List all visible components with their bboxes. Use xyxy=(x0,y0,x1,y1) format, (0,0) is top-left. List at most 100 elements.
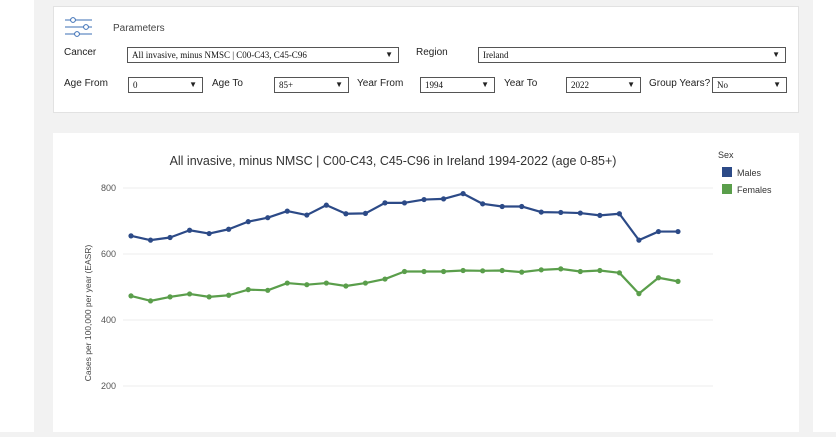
data-point[interactable] xyxy=(343,283,349,289)
data-point[interactable] xyxy=(597,267,603,274)
chevron-down-icon: ▼ xyxy=(189,80,197,89)
series-group xyxy=(128,191,681,304)
data-point[interactable] xyxy=(401,200,408,206)
data-point[interactable] xyxy=(597,212,603,218)
data-point[interactable] xyxy=(440,196,447,202)
region-select[interactable]: Ireland ▼ xyxy=(478,47,786,63)
data-point[interactable] xyxy=(558,266,564,272)
data-point[interactable] xyxy=(265,215,271,221)
region-select-value: Ireland xyxy=(483,50,509,60)
data-point[interactable] xyxy=(187,227,193,233)
data-point[interactable] xyxy=(226,292,232,298)
data-point[interactable] xyxy=(401,268,408,275)
data-point[interactable] xyxy=(382,276,388,282)
y-ticks: 200 400 600 800 xyxy=(101,183,116,391)
data-point[interactable] xyxy=(616,270,622,276)
group-years-select-value: No xyxy=(717,80,728,90)
data-point[interactable] xyxy=(284,280,290,286)
data-point[interactable] xyxy=(323,202,329,208)
group-years-label: Group Years? xyxy=(649,78,711,89)
data-point[interactable] xyxy=(519,269,525,275)
data-point[interactable] xyxy=(421,268,427,275)
data-point[interactable] xyxy=(304,282,310,288)
data-point[interactable] xyxy=(128,293,134,299)
y-tick-label: 200 xyxy=(101,381,116,391)
age-to-select[interactable]: 85+ ▼ xyxy=(274,77,349,93)
age-from-select[interactable]: 0 ▼ xyxy=(128,77,203,93)
data-point[interactable] xyxy=(538,267,544,273)
data-point[interactable] xyxy=(304,212,310,218)
series-males xyxy=(128,191,681,243)
data-point[interactable] xyxy=(538,209,544,215)
data-point[interactable] xyxy=(206,294,212,300)
data-point[interactable] xyxy=(128,233,134,239)
data-point[interactable] xyxy=(558,209,564,216)
data-point[interactable] xyxy=(519,203,525,210)
line-chart: All invasive, minus NMSC | C00-C43, C45-… xyxy=(83,150,772,391)
data-point[interactable] xyxy=(147,237,154,243)
data-point[interactable] xyxy=(499,267,505,274)
legend-swatch xyxy=(722,167,732,177)
data-point[interactable] xyxy=(245,287,251,293)
chart-title: All invasive, minus NMSC | C00-C43, C45-… xyxy=(170,154,617,168)
data-point[interactable] xyxy=(167,294,173,300)
chevron-down-icon: ▼ xyxy=(335,80,343,89)
year-to-select-value: 2022 xyxy=(571,80,589,90)
data-point[interactable] xyxy=(440,268,447,275)
data-point[interactable] xyxy=(577,268,583,275)
y-tick-label: 600 xyxy=(101,249,116,259)
region-label: Region xyxy=(416,47,448,58)
data-point[interactable] xyxy=(616,211,622,217)
data-point[interactable] xyxy=(343,211,349,217)
left-margin xyxy=(0,0,34,432)
data-point[interactable] xyxy=(187,291,193,297)
data-point[interactable] xyxy=(675,228,681,235)
data-point[interactable] xyxy=(245,219,251,225)
right-margin xyxy=(813,0,836,432)
data-point[interactable] xyxy=(480,268,486,274)
data-point[interactable] xyxy=(323,280,329,286)
legend: Males Females xyxy=(722,167,772,195)
year-from-select[interactable]: 1994 ▼ xyxy=(420,77,495,93)
legend-title: Sex xyxy=(718,150,734,160)
data-point[interactable] xyxy=(421,196,427,203)
sliders-icon[interactable] xyxy=(64,16,94,40)
data-point[interactable] xyxy=(382,200,388,206)
data-point[interactable] xyxy=(655,275,662,281)
data-point[interactable] xyxy=(655,228,662,235)
legend-label: Males xyxy=(737,168,762,178)
y-axis-label: Cases per 100,000 per year (EASR) xyxy=(83,245,93,382)
grid-lines xyxy=(123,187,713,387)
age-from-select-value: 0 xyxy=(133,80,138,90)
y-tick-label: 400 xyxy=(101,315,116,325)
parameters-panel: Parameters Cancer All invasive, minus NM… xyxy=(53,6,799,113)
year-to-select[interactable]: 2022 ▼ xyxy=(566,77,641,93)
data-point[interactable] xyxy=(499,203,505,210)
cancer-label: Cancer xyxy=(64,47,97,58)
data-point[interactable] xyxy=(265,287,271,293)
age-from-label: Age From xyxy=(64,78,108,89)
data-point[interactable] xyxy=(226,226,232,232)
data-point[interactable] xyxy=(167,234,173,241)
data-point[interactable] xyxy=(675,278,681,284)
chevron-down-icon: ▼ xyxy=(385,50,393,59)
data-point[interactable] xyxy=(636,237,642,243)
data-point[interactable] xyxy=(362,280,369,286)
data-point[interactable] xyxy=(460,191,466,197)
series-females xyxy=(128,266,681,304)
data-point[interactable] xyxy=(636,291,642,297)
cancer-select[interactable]: All invasive, minus NMSC | C00-C43, C45-… xyxy=(127,47,399,63)
data-point[interactable] xyxy=(362,210,369,217)
group-years-select[interactable]: No ▼ xyxy=(712,77,787,93)
legend-swatch xyxy=(722,184,732,194)
chart-card: All invasive, minus NMSC | C00-C43, C45-… xyxy=(53,133,799,432)
data-point[interactable] xyxy=(480,201,486,207)
data-point[interactable] xyxy=(206,230,212,237)
data-point[interactable] xyxy=(284,208,290,214)
data-point[interactable] xyxy=(460,267,466,274)
year-from-select-value: 1994 xyxy=(425,80,443,90)
data-point[interactable] xyxy=(147,298,154,304)
age-to-select-value: 85+ xyxy=(279,80,294,90)
data-point[interactable] xyxy=(577,210,583,216)
year-from-label: Year From xyxy=(357,78,404,89)
